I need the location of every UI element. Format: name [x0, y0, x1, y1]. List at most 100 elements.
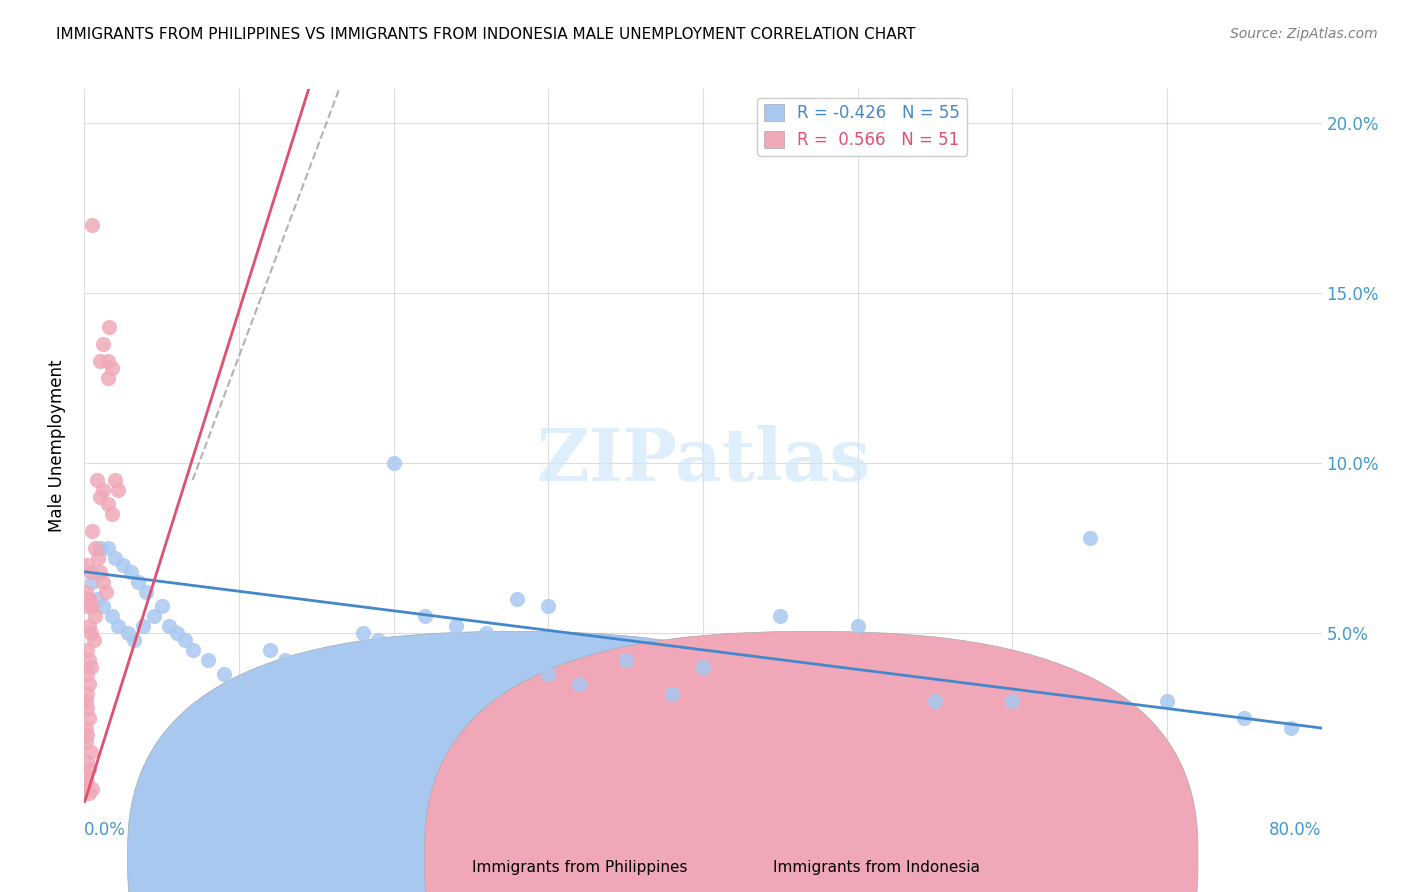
Point: [1078, 531, 1101, 545]
Point: [75, 779, 97, 793]
Point: [79, 565, 101, 579]
Point: [91, 337, 114, 351]
Point: [76, 643, 98, 657]
Point: [166, 626, 188, 640]
FancyBboxPatch shape: [128, 632, 901, 892]
Point: [82, 782, 104, 797]
Point: [475, 626, 498, 640]
Point: [76, 558, 98, 572]
Point: [94, 585, 117, 599]
Point: [77, 677, 100, 691]
Point: [506, 591, 529, 606]
Point: [77, 591, 100, 606]
Point: [75, 585, 97, 599]
Point: [75, 721, 97, 735]
Point: [77, 786, 100, 800]
Point: [107, 619, 129, 633]
Point: [1001, 694, 1024, 708]
Point: [89, 490, 111, 504]
Point: [86, 473, 108, 487]
Point: [82, 574, 104, 589]
Point: [82, 218, 104, 232]
Point: [76, 700, 98, 714]
Point: [87, 551, 110, 566]
Point: [91, 599, 114, 613]
Point: [150, 599, 173, 613]
Point: [101, 360, 124, 375]
Point: [143, 608, 166, 623]
Point: [352, 626, 374, 640]
Point: [197, 653, 219, 667]
Point: [76, 755, 98, 769]
Point: [79, 660, 101, 674]
Point: [444, 619, 467, 633]
Point: [76, 775, 98, 789]
Point: [77, 762, 100, 776]
Point: [77, 711, 100, 725]
Point: [89, 354, 111, 368]
Text: IMMIGRANTS FROM PHILIPPINES VS IMMIGRANTS FROM INDONESIA MALE UNEMPLOYMENT CORRE: IMMIGRANTS FROM PHILIPPINES VS IMMIGRANT…: [56, 27, 915, 42]
Point: [122, 632, 145, 647]
Y-axis label: Male Unemployment: Male Unemployment: [48, 359, 66, 533]
Point: [97, 354, 120, 368]
Point: [128, 574, 150, 589]
Point: [614, 653, 637, 667]
Point: [117, 626, 139, 640]
Point: [924, 694, 946, 708]
Point: [75, 734, 97, 748]
Text: Source: ZipAtlas.com: Source: ZipAtlas.com: [1230, 27, 1378, 41]
Point: [228, 677, 250, 691]
Point: [568, 677, 591, 691]
Point: [79, 626, 101, 640]
Point: [460, 649, 482, 664]
Point: [367, 632, 389, 647]
Point: [104, 551, 127, 566]
Point: [91, 574, 114, 589]
Point: [84, 541, 107, 555]
Point: [91, 483, 114, 498]
Point: [101, 507, 124, 521]
Point: [537, 666, 560, 681]
Text: Immigrants from Philippines: Immigrants from Philippines: [471, 860, 688, 875]
Point: [89, 541, 111, 555]
Point: [769, 608, 792, 623]
Point: [86, 591, 108, 606]
Point: [1233, 711, 1256, 725]
Point: [107, 483, 129, 498]
Point: [97, 497, 120, 511]
Point: [661, 687, 683, 701]
Point: [846, 619, 869, 633]
Point: [75, 694, 97, 708]
Point: [79, 745, 101, 759]
Point: [77, 591, 100, 606]
Point: [89, 565, 111, 579]
Point: [537, 599, 560, 613]
Point: [382, 643, 405, 657]
FancyBboxPatch shape: [425, 632, 1198, 892]
Point: [75, 769, 97, 783]
Point: [174, 632, 197, 647]
Point: [274, 653, 297, 667]
Point: [1279, 721, 1302, 735]
Text: 0.0%: 0.0%: [84, 821, 127, 838]
Point: [382, 456, 405, 470]
Point: [76, 599, 98, 613]
Point: [290, 666, 312, 681]
Point: [112, 558, 135, 572]
Point: [243, 687, 266, 701]
Point: [77, 619, 100, 633]
Point: [1156, 694, 1178, 708]
Text: 80.0%: 80.0%: [1270, 821, 1322, 838]
Point: [98, 320, 121, 334]
Point: [77, 653, 100, 667]
Point: [76, 666, 98, 681]
Point: [83, 632, 105, 647]
Point: [135, 585, 157, 599]
Legend: R = -0.426   N = 55, R =  0.566   N = 51: R = -0.426 N = 55, R = 0.566 N = 51: [758, 97, 967, 155]
Point: [120, 565, 142, 579]
Point: [104, 473, 127, 487]
Point: [212, 666, 235, 681]
Point: [259, 643, 281, 657]
Point: [101, 608, 124, 623]
Text: ZIPatlas: ZIPatlas: [536, 425, 870, 496]
